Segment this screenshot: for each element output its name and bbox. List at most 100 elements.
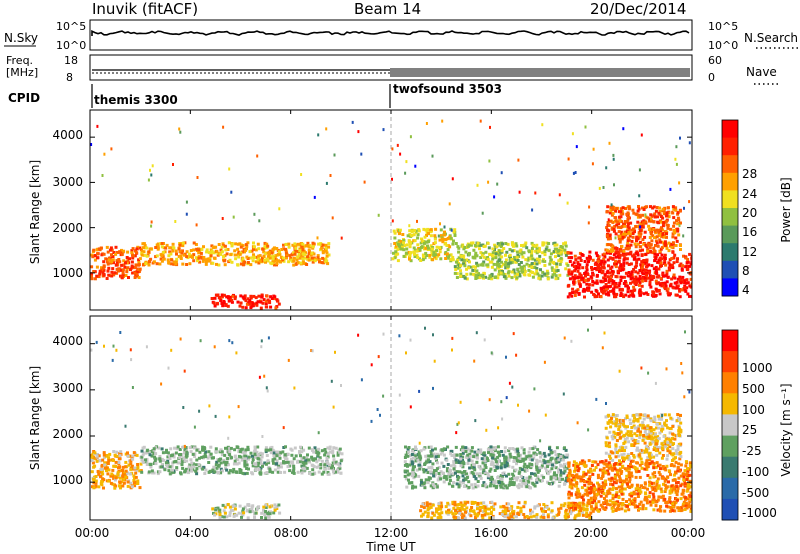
data-cell [554,457,558,461]
data-cell [423,241,426,245]
data-cell [641,238,645,242]
data-cell [240,450,244,454]
data-cell [432,452,436,456]
data-cell [420,480,423,484]
data-cell [426,460,430,464]
data-cell [603,285,607,289]
data-cell [578,283,582,287]
data-cell [245,255,249,259]
data-cell [428,454,432,458]
data-cell [482,468,486,472]
data-cell [597,485,601,489]
data-cell [584,270,588,274]
data-cell [460,255,464,258]
data-cell [267,461,271,465]
data-cell [422,470,426,474]
data-cell [637,508,640,512]
data-cell [449,236,453,240]
data-cell [552,268,556,272]
data-cell [514,468,518,472]
data-cell [408,233,412,236]
data-cell [423,486,427,490]
data-cell [125,267,129,271]
data-cell [150,224,153,228]
data-cell [426,511,430,515]
data-cell [671,235,675,239]
data-cell [135,274,139,278]
data-cell [476,504,479,508]
data-cell [603,260,607,264]
data-cell [481,211,484,215]
data-cell [406,447,410,451]
data-cell [680,267,684,271]
data-cell [396,242,400,246]
data-cell [479,251,483,255]
data-cell [408,242,412,246]
data-cell [457,483,461,487]
data-cell [614,275,618,278]
data-cell [168,465,172,469]
data-cell [506,266,510,270]
data-cell [638,283,641,287]
data-cell [640,266,644,270]
data-cell [603,255,607,259]
data-cell [195,448,199,452]
data-cell [459,501,463,505]
data-cell [559,471,563,475]
data-cell [535,515,539,519]
data-cell [561,464,565,468]
data-cell [292,457,296,461]
data-cell [547,482,551,485]
data-cell [505,460,509,464]
data-cell [298,450,301,453]
data-cell [637,213,641,217]
data-cell [263,241,267,245]
data-cell [97,275,101,279]
data-cell [679,221,682,225]
data-cell [535,513,539,517]
data-cell [671,266,675,270]
data-cell [419,246,423,249]
data-cell [300,173,303,176]
data-cell [634,251,638,255]
data-cell [491,477,494,481]
data-cell [672,256,676,260]
data-cell [540,274,544,278]
data-cell [110,147,113,151]
data-cell [581,276,585,280]
data-cell [455,482,459,486]
data-cell [266,459,270,463]
data-cell [278,456,282,460]
data-cell [622,232,626,236]
data-cell [133,466,137,470]
data-cell [648,236,652,239]
data-cell [236,445,240,449]
data-cell [476,513,480,517]
data-cell [451,484,455,488]
data-cell [115,271,119,275]
data-cell [434,257,438,261]
data-cell [142,242,146,246]
data-cell [536,448,540,452]
data-cell [577,279,581,283]
data-cell [225,460,229,464]
data-cell [125,270,129,274]
data-cell [654,465,658,469]
data-cell [246,448,250,452]
data-cell [192,248,196,252]
data-cell [204,468,208,472]
data-cell [633,230,636,233]
data-cell [171,468,174,472]
data-cell [499,485,503,489]
data-cell [251,509,255,513]
data-cell [452,506,456,510]
data-cell [533,258,537,262]
data-cell [94,481,98,485]
data-cell [689,262,692,266]
data-cell [618,267,622,271]
data-cell [595,254,599,258]
data-cell [590,290,594,294]
data-cell [638,194,641,198]
data-cell [684,265,688,269]
data-cell [494,460,498,464]
